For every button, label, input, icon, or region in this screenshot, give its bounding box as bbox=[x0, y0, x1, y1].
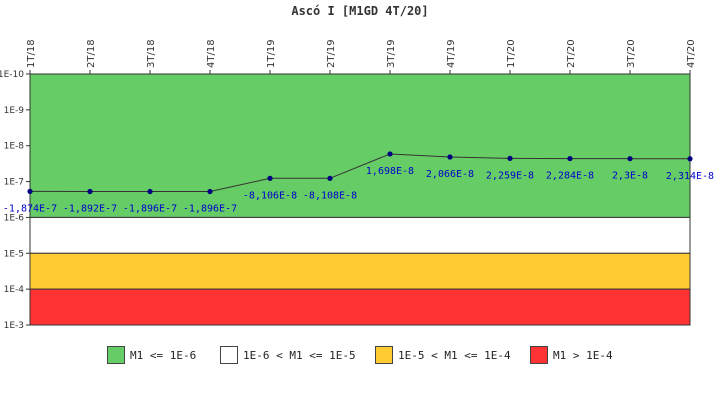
plot-frame bbox=[29, 73, 691, 326]
legend-label: 1E-5 < M1 <= 1E-4 bbox=[398, 348, 511, 362]
x-tick-label: 1T/19 bbox=[266, 39, 277, 68]
legend-item: 1E-6 < M1 <= 1E-5 bbox=[220, 344, 356, 366]
y-tick-label: 1E-9 bbox=[4, 106, 25, 116]
x-tick-label: 2T/19 bbox=[326, 39, 337, 68]
x-tick-label: 4T/20 bbox=[686, 39, 697, 68]
data-point bbox=[627, 156, 633, 162]
chart-title: Ascó I [M1GD 4T/20] bbox=[291, 4, 428, 18]
y-tick-label: 1E-10 bbox=[0, 70, 24, 80]
y-tick-label: 1E-8 bbox=[4, 142, 25, 152]
data-label: -1,896E-7 bbox=[183, 204, 237, 215]
band-1 bbox=[29, 216, 691, 254]
data-point bbox=[207, 188, 213, 195]
y-tick-label: 1E-7 bbox=[4, 178, 24, 188]
data-label: -8,106E-8 bbox=[243, 190, 297, 201]
x-tick-label: 1T/18 bbox=[26, 39, 37, 68]
legend-swatch bbox=[530, 346, 548, 364]
data-label: -1,874E-7 bbox=[3, 203, 57, 214]
x-axis: 1T/18 2T/18 3T/18 4T/18 1T/19 2T/19 3T/19 4T/19… bbox=[26, 39, 697, 74]
chart-svg: Ascó I [M1GD 4T/20] 1E-101E-91E-81E-71E-… bbox=[0, 4, 714, 331]
legend-item: M1 <= 1E-6 bbox=[107, 344, 196, 366]
data-label: 1,698E-8 bbox=[366, 166, 414, 177]
data-labels: -1,874E-7 -1,892E-7 -1,896E-7 -1,896E-7 -8,1… bbox=[3, 166, 714, 215]
x-tick-label: 4T/19 bbox=[446, 39, 457, 68]
data-label: -1,896E-7 bbox=[123, 204, 177, 215]
data-point bbox=[27, 188, 33, 194]
band-0 bbox=[29, 73, 691, 218]
legend-label: M1 > 1E-4 bbox=[553, 348, 613, 362]
legend-item: 1E-5 < M1 <= 1E-4 bbox=[375, 344, 511, 366]
series-polyline bbox=[29, 153, 691, 193]
data-point bbox=[267, 175, 273, 181]
x-tick-label: 2T/20 bbox=[566, 39, 577, 68]
legend-label: 1E-6 < M1 <= 1E-5 bbox=[243, 348, 356, 362]
band-2 bbox=[29, 252, 691, 290]
data-label: 2,259E-8 bbox=[486, 170, 534, 181]
x-tick-label: 3T/20 bbox=[626, 39, 637, 68]
y-tick-label: 1E-6 bbox=[4, 213, 25, 223]
data-label: -1,892E-7 bbox=[63, 204, 117, 215]
x-tick-label: 3T/19 bbox=[386, 39, 397, 68]
data-point bbox=[567, 155, 573, 162]
x-tick-label: 4T/18 bbox=[206, 39, 217, 68]
x-tick-label: 3T/18 bbox=[146, 39, 157, 68]
y-tick-label: 1E-4 bbox=[4, 285, 25, 295]
legend-label: M1 <= 1E-6 bbox=[130, 348, 197, 362]
data-label: 2,066E-8 bbox=[426, 169, 474, 180]
y-tick-label: 1E-5 bbox=[4, 249, 24, 259]
series-line bbox=[27, 151, 693, 195]
legend: M1 <= 1E-6 1E-6 < M1 <= 1E-5 1E-5 < M1 <= … bbox=[0, 344, 720, 368]
x-tick-label: 2T/18 bbox=[86, 39, 97, 68]
y-tick-label: 1E-3 bbox=[4, 321, 24, 331]
data-point bbox=[387, 151, 393, 157]
legend-swatch bbox=[107, 346, 125, 364]
data-label: 2,284E-8 bbox=[546, 171, 594, 182]
legend-item: M1 > 1E-4 bbox=[530, 344, 613, 366]
data-point bbox=[447, 154, 453, 160]
data-label: -8,108E-8 bbox=[303, 190, 357, 201]
data-point bbox=[327, 175, 333, 181]
legend-swatch bbox=[375, 346, 393, 364]
data-label: 2,314E-8 bbox=[666, 171, 714, 182]
data-label: 2,3E-8 bbox=[612, 171, 648, 182]
band-3 bbox=[29, 288, 691, 326]
data-point bbox=[507, 155, 513, 162]
data-point bbox=[687, 156, 693, 162]
data-point bbox=[87, 188, 93, 195]
legend-swatch bbox=[220, 346, 238, 364]
y-axis: 1E-10 1E-9 1E-8 1E-7 1E-6 1E-5 1E-4 1E-3 bbox=[0, 70, 30, 331]
risk-bands bbox=[29, 73, 691, 326]
x-tick-label: 1T/20 bbox=[506, 39, 517, 68]
data-point bbox=[147, 188, 153, 195]
